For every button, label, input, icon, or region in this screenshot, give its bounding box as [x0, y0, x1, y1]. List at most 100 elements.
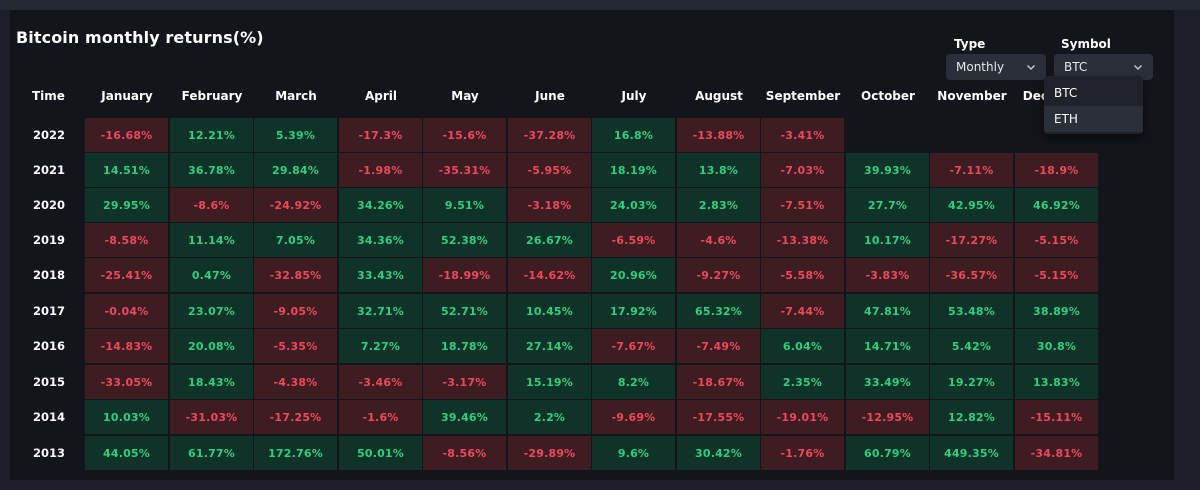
- return-cell: 30.42%: [677, 436, 760, 470]
- chevron-down-icon: [1133, 62, 1143, 72]
- return-cell: 34.36%: [339, 223, 422, 257]
- return-cell: 27.14%: [508, 329, 591, 363]
- month-header: January: [101, 89, 153, 103]
- chevron-down-icon: [1026, 62, 1036, 72]
- return-cell: 29.84%: [254, 153, 337, 187]
- return-cell: 36.78%: [170, 153, 253, 187]
- return-cell: -15.6%: [423, 118, 506, 152]
- return-cell: -16.68%: [85, 118, 168, 152]
- return-cell: -13.88%: [677, 118, 760, 152]
- return-cell: -13.38%: [761, 223, 844, 257]
- return-cell: -7.67%: [592, 329, 675, 363]
- return-cell: 5.42%: [930, 329, 1013, 363]
- row-year-label: 2016: [33, 339, 66, 353]
- return-cell: -32.85%: [254, 258, 337, 292]
- symbol-select-value: BTC: [1064, 60, 1088, 74]
- type-label: Type: [954, 37, 986, 51]
- return-cell: -17.3%: [339, 118, 422, 152]
- return-cell: 12.82%: [930, 400, 1013, 434]
- return-cell: 10.45%: [508, 294, 591, 328]
- return-cell: 42.95%: [930, 188, 1013, 222]
- return-cell: 33.43%: [339, 258, 422, 292]
- return-cell: 10.17%: [846, 223, 929, 257]
- return-cell: 65.32%: [677, 294, 760, 328]
- month-header: November: [937, 89, 1007, 103]
- row-year-label: 2015: [33, 375, 66, 389]
- return-cell: -14.62%: [508, 258, 591, 292]
- time-column-header: Time: [32, 89, 65, 103]
- return-cell: 18.78%: [423, 329, 506, 363]
- row-year-label: 2014: [33, 410, 66, 424]
- return-cell: 61.77%: [170, 436, 253, 470]
- symbol-select[interactable]: BTC: [1054, 54, 1153, 80]
- return-cell: 7.27%: [339, 329, 422, 363]
- return-cell: 38.89%: [1015, 294, 1098, 328]
- return-cell: -33.05%: [85, 365, 168, 399]
- return-cell: 29.95%: [85, 188, 168, 222]
- return-cell: 17.92%: [592, 294, 675, 328]
- return-cell: 6.04%: [761, 329, 844, 363]
- return-cell: 18.19%: [592, 153, 675, 187]
- month-header: October: [861, 89, 915, 103]
- return-cell: 26.67%: [508, 223, 591, 257]
- return-cell: 13.83%: [1015, 365, 1098, 399]
- return-cell: -24.92%: [254, 188, 337, 222]
- return-cell: 2.2%: [508, 400, 591, 434]
- return-cell: 20.96%: [592, 258, 675, 292]
- symbol-option-eth[interactable]: ETH: [1044, 106, 1143, 132]
- return-cell: 44.05%: [85, 436, 168, 470]
- return-cell: 9.51%: [423, 188, 506, 222]
- return-cell: 39.46%: [423, 400, 506, 434]
- return-cell: -15.11%: [1015, 400, 1098, 434]
- return-cell: 39.93%: [846, 153, 929, 187]
- page-title: Bitcoin monthly returns(%): [16, 28, 264, 47]
- return-cell: 13.8%: [677, 153, 760, 187]
- row-year-label: 2017: [33, 304, 66, 318]
- symbol-option-btc[interactable]: BTC: [1054, 86, 1078, 100]
- return-cell: -5.58%: [761, 258, 844, 292]
- type-select-value: Monthly: [956, 60, 1005, 74]
- return-cell: -6.59%: [592, 223, 675, 257]
- return-cell: -9.27%: [677, 258, 760, 292]
- row-year-label: 2018: [33, 268, 66, 282]
- return-cell: 14.71%: [846, 329, 929, 363]
- return-cell: -1.6%: [339, 400, 422, 434]
- return-cell: -17.25%: [254, 400, 337, 434]
- return-cell: -9.69%: [592, 400, 675, 434]
- return-cell: -7.03%: [761, 153, 844, 187]
- return-cell: -18.67%: [677, 365, 760, 399]
- return-cell: 27.7%: [846, 188, 929, 222]
- month-header: June: [535, 89, 565, 103]
- month-header: April: [364, 89, 398, 103]
- return-cell: -35.31%: [423, 153, 506, 187]
- return-cell: 23.07%: [170, 294, 253, 328]
- return-cell: 172.76%: [254, 436, 337, 470]
- month-header: March: [275, 89, 317, 103]
- return-cell: 449.35%: [930, 436, 1013, 470]
- return-cell: 19.27%: [930, 365, 1013, 399]
- row-year-label: 2021: [33, 163, 66, 177]
- return-cell: 60.79%: [846, 436, 929, 470]
- return-cell: -8.6%: [170, 188, 253, 222]
- return-cell: -29.89%: [508, 436, 591, 470]
- return-cell: 30.8%: [1015, 329, 1098, 363]
- row-year-label: 2019: [33, 233, 66, 247]
- month-header: September: [765, 89, 841, 103]
- row-year-label: 2020: [33, 198, 66, 212]
- return-cell: 8.2%: [592, 365, 675, 399]
- return-cell: -3.18%: [508, 188, 591, 222]
- top-strip: [0, 0, 1200, 10]
- type-select[interactable]: Monthly: [946, 54, 1046, 80]
- return-cell: -25.41%: [85, 258, 168, 292]
- return-cell: -5.35%: [254, 329, 337, 363]
- return-cell: -3.41%: [761, 118, 844, 152]
- return-cell: 46.92%: [1015, 188, 1098, 222]
- return-cell: -17.27%: [930, 223, 1013, 257]
- return-cell: -7.44%: [761, 294, 844, 328]
- month-header: May: [451, 89, 479, 103]
- return-cell: 2.83%: [677, 188, 760, 222]
- return-cell: 0.47%: [170, 258, 253, 292]
- return-cell: -7.51%: [761, 188, 844, 222]
- symbol-dropdown-menu: BTC ETH: [1044, 76, 1143, 134]
- return-cell: -1.76%: [761, 436, 844, 470]
